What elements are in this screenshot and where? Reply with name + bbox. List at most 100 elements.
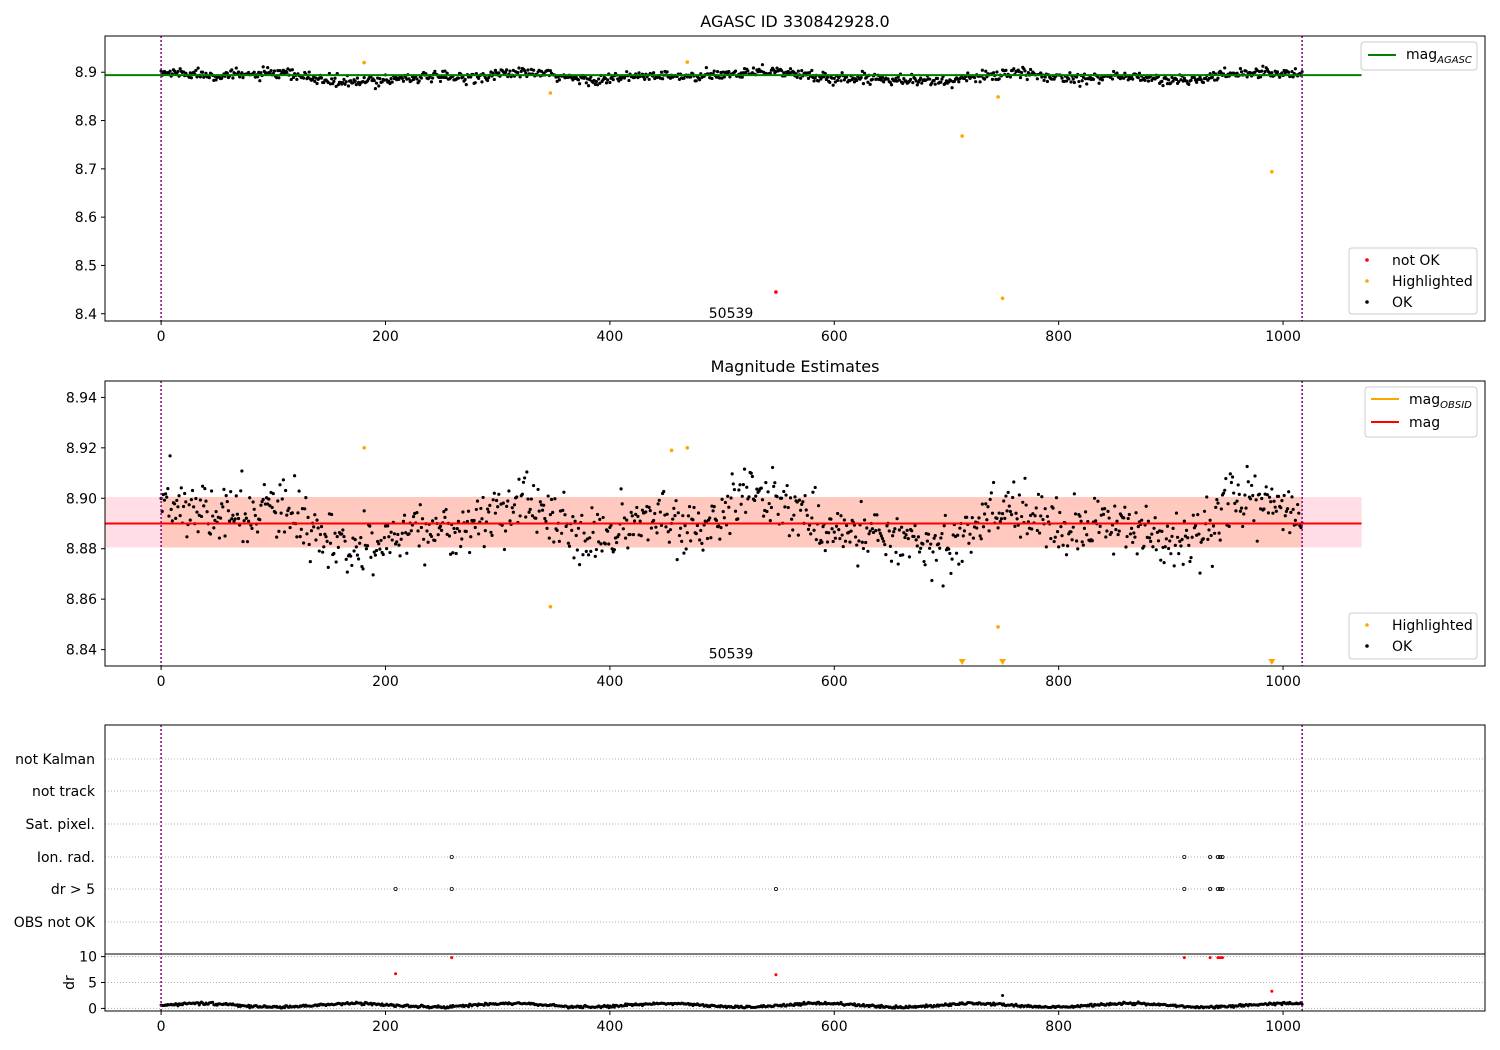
ok-point xyxy=(335,534,339,539)
ok-point xyxy=(213,518,217,522)
ok-point xyxy=(803,494,807,498)
ok-point xyxy=(1182,519,1186,523)
flag-marker xyxy=(773,887,778,892)
ok-point xyxy=(842,518,846,522)
ok-point xyxy=(321,550,325,554)
ok-point xyxy=(695,523,699,528)
ok-point xyxy=(1069,530,1073,534)
ok-point xyxy=(346,84,351,88)
ok-point xyxy=(892,530,896,534)
ok-point xyxy=(313,513,317,517)
ok-point xyxy=(258,518,262,522)
ok-point xyxy=(1026,70,1030,75)
ok-point xyxy=(1239,70,1244,74)
ok-point xyxy=(1012,67,1016,71)
ok-point xyxy=(932,78,936,83)
ok-point xyxy=(381,552,385,557)
ok-point xyxy=(535,530,539,534)
ok-point xyxy=(280,497,284,501)
ok-point xyxy=(997,77,1001,81)
ok-point xyxy=(885,524,889,528)
ok-point xyxy=(546,494,550,498)
flag-marker xyxy=(1182,855,1187,860)
ok-point xyxy=(1214,505,1218,509)
ok-point xyxy=(251,500,255,504)
ok-point xyxy=(1285,507,1290,511)
ok-point xyxy=(570,528,574,533)
ok-point xyxy=(445,71,449,75)
ok-point xyxy=(589,549,593,553)
ok-point xyxy=(308,559,312,564)
ok-point xyxy=(916,535,921,539)
ok-point xyxy=(528,507,532,511)
ok-point xyxy=(170,519,174,523)
ok-point xyxy=(792,513,796,517)
ok-point xyxy=(1018,535,1023,539)
ok-point xyxy=(740,494,744,498)
ok-point xyxy=(168,454,172,458)
y-tick-label: 8.6 xyxy=(75,210,97,226)
ok-point xyxy=(595,512,600,517)
ok-point xyxy=(1169,81,1173,85)
ok-point xyxy=(196,530,200,534)
ok-point xyxy=(278,483,282,487)
ok-point xyxy=(431,76,435,80)
ok-point xyxy=(626,546,630,550)
ok-point xyxy=(1228,472,1232,476)
legend-status xyxy=(1348,247,1478,315)
dr-ylabel: dr xyxy=(62,975,78,990)
ok-point xyxy=(162,498,167,502)
ok-point xyxy=(480,80,484,84)
ok-point xyxy=(1269,500,1273,504)
ok-point xyxy=(889,559,894,563)
ok-point xyxy=(1178,539,1182,543)
ok-point xyxy=(240,469,244,473)
ok-point xyxy=(698,538,702,542)
ok-point xyxy=(1160,529,1164,534)
ok-point xyxy=(902,531,906,535)
ok-point xyxy=(821,525,825,529)
ok-point xyxy=(285,513,289,517)
ok-point xyxy=(586,553,591,557)
ok-point xyxy=(859,499,863,504)
ok-point xyxy=(674,499,678,503)
ok-point xyxy=(917,550,922,554)
ok-point xyxy=(796,69,800,73)
dr-outlier-red xyxy=(394,972,398,976)
ok-point xyxy=(694,79,698,83)
ok-point xyxy=(359,536,363,540)
ok-point xyxy=(326,565,330,569)
ok-point xyxy=(720,497,724,501)
ok-point xyxy=(862,518,867,522)
ok-point xyxy=(831,83,835,87)
ok-point xyxy=(235,512,239,516)
ok-point xyxy=(754,494,758,498)
highlighted-point xyxy=(685,60,690,64)
ok-point xyxy=(477,532,481,536)
ok-point xyxy=(913,524,917,528)
ok-point xyxy=(1060,76,1064,80)
ok-point xyxy=(222,487,226,491)
ok-point xyxy=(597,540,601,544)
ok-point xyxy=(267,497,271,501)
ok-point xyxy=(1042,78,1046,82)
flag-marker xyxy=(1220,887,1225,892)
flag-marker xyxy=(1208,855,1213,860)
dr-outlier-red xyxy=(1208,956,1212,960)
ok-point xyxy=(463,77,467,82)
ok-point xyxy=(741,483,745,487)
ok-point xyxy=(970,515,974,520)
ok-point xyxy=(1059,525,1063,529)
ok-point xyxy=(163,492,168,496)
ok-point xyxy=(983,512,987,516)
ok-point xyxy=(1079,519,1083,523)
ok-point xyxy=(349,554,353,558)
ok-point xyxy=(392,532,397,536)
ok-point xyxy=(415,510,419,515)
ok-point xyxy=(295,77,299,81)
ok-point xyxy=(1245,464,1249,469)
legend-agasc xyxy=(1360,41,1478,71)
ok-point xyxy=(620,502,624,506)
ok-point xyxy=(1197,532,1201,536)
ok-point xyxy=(459,544,463,549)
